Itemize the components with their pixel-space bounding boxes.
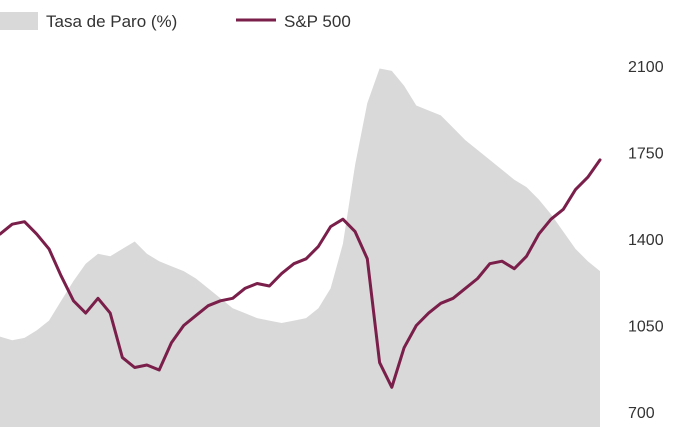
y-tick-label: 1400 xyxy=(628,232,664,249)
y-tick-label: 2100 xyxy=(628,59,664,76)
legend-swatch-unemployment xyxy=(0,12,38,30)
y-tick-label: 1050 xyxy=(628,319,664,336)
sp500-line xyxy=(0,158,602,389)
legend-label-unemployment: Tasa de Paro (%) xyxy=(46,12,177,31)
legend: Tasa de Paro (%) S&P 500 xyxy=(0,12,351,31)
y-tick-label: 700 xyxy=(628,405,655,422)
y-tick-label: 1750 xyxy=(628,146,664,163)
legend-label-sp500: S&P 500 xyxy=(284,12,351,31)
y-axis: 2100 1750 1400 1050 700 xyxy=(628,59,664,422)
unemployment-area xyxy=(0,68,600,427)
